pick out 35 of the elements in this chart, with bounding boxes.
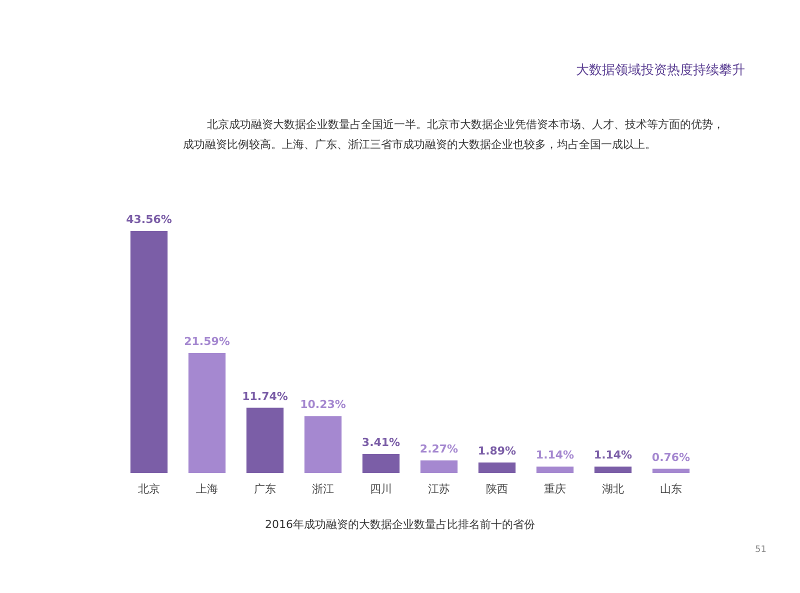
x-tick-label: 上海 [196, 482, 218, 496]
text: 2016年成功融资的大数据企业数量占比排名前十的省份 [265, 518, 535, 531]
bar [478, 462, 516, 473]
data-label: 0.76% [652, 450, 690, 464]
x-tick-label: 重庆 [544, 482, 566, 496]
bar [130, 231, 168, 473]
bar [594, 466, 632, 473]
data-label: 1.89% [478, 444, 516, 458]
text: 51 [755, 545, 766, 555]
data-label: 1.14% [594, 448, 632, 462]
text: 北京成功融资大数据企业数量占全国近一半。北京市大数据企业凭借资本市场、人才、技术等方面的优势， [207, 118, 724, 131]
data-label: 10.23% [300, 398, 346, 412]
data-label: 21.59% [184, 335, 230, 348]
x-tick-label: 广东 [254, 482, 276, 496]
bar [652, 468, 690, 473]
bar [420, 460, 458, 473]
bar [188, 353, 226, 473]
x-tick-label: 浙江 [312, 482, 334, 496]
bar [304, 416, 342, 473]
bar [246, 408, 284, 473]
x-tick-label: 湖北 [602, 482, 624, 496]
x-tick-label: 山东 [660, 482, 682, 496]
bar [362, 454, 400, 473]
data-label: 11.74% [242, 390, 288, 403]
bar [536, 466, 574, 473]
x-tick-label: 江苏 [428, 482, 450, 496]
data-label: 3.41% [362, 436, 400, 450]
chart-title: 大数据领域投资热度持续攀升 [576, 62, 745, 78]
x-tick-label: 四川 [370, 482, 392, 496]
x-tick-label: 北京 [138, 482, 160, 496]
x-tick-label: 陕西 [486, 482, 508, 496]
text: 成功融资比例较高。上海、广东、浙江三省市成功融资的大数据企业也较多，均占全国一成以上。 [183, 138, 656, 151]
data-label: 2.27% [420, 442, 458, 456]
data-label: 43.56% [126, 213, 172, 226]
data-label: 1.14% [536, 448, 574, 462]
